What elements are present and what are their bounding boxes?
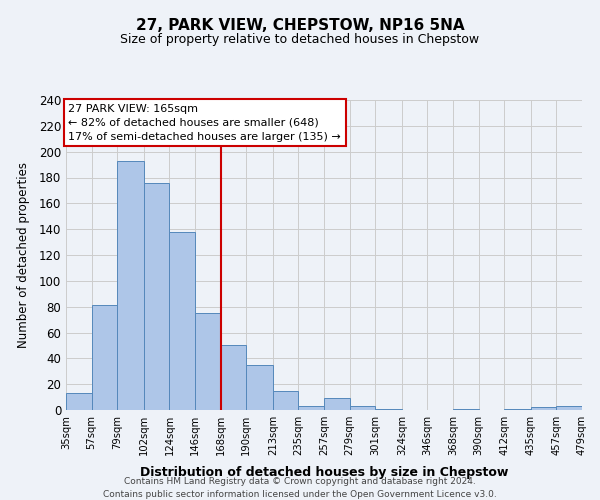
Bar <box>298 406 324 410</box>
Text: Contains public sector information licensed under the Open Government Licence v3: Contains public sector information licen… <box>103 490 497 499</box>
Bar <box>66 393 92 410</box>
Text: Size of property relative to detached houses in Chepstow: Size of property relative to detached ho… <box>121 32 479 46</box>
Bar <box>169 232 195 410</box>
Bar <box>453 408 479 410</box>
Bar <box>246 365 273 410</box>
X-axis label: Distribution of detached houses by size in Chepstow: Distribution of detached houses by size … <box>140 466 508 479</box>
Bar <box>195 313 221 410</box>
Text: 27, PARK VIEW, CHEPSTOW, NP16 5NA: 27, PARK VIEW, CHEPSTOW, NP16 5NA <box>136 18 464 32</box>
Bar <box>350 406 375 410</box>
Bar <box>375 408 402 410</box>
Bar <box>504 408 531 410</box>
Y-axis label: Number of detached properties: Number of detached properties <box>17 162 31 348</box>
Bar <box>221 346 246 410</box>
Text: 27 PARK VIEW: 165sqm
← 82% of detached houses are smaller (648)
17% of semi-deta: 27 PARK VIEW: 165sqm ← 82% of detached h… <box>68 104 341 142</box>
Bar <box>273 390 298 410</box>
Bar <box>117 160 144 410</box>
Bar <box>324 398 350 410</box>
Text: Contains HM Land Registry data © Crown copyright and database right 2024.: Contains HM Land Registry data © Crown c… <box>124 478 476 486</box>
Bar <box>531 408 556 410</box>
Bar <box>92 306 117 410</box>
Bar <box>144 182 169 410</box>
Bar <box>556 406 582 410</box>
